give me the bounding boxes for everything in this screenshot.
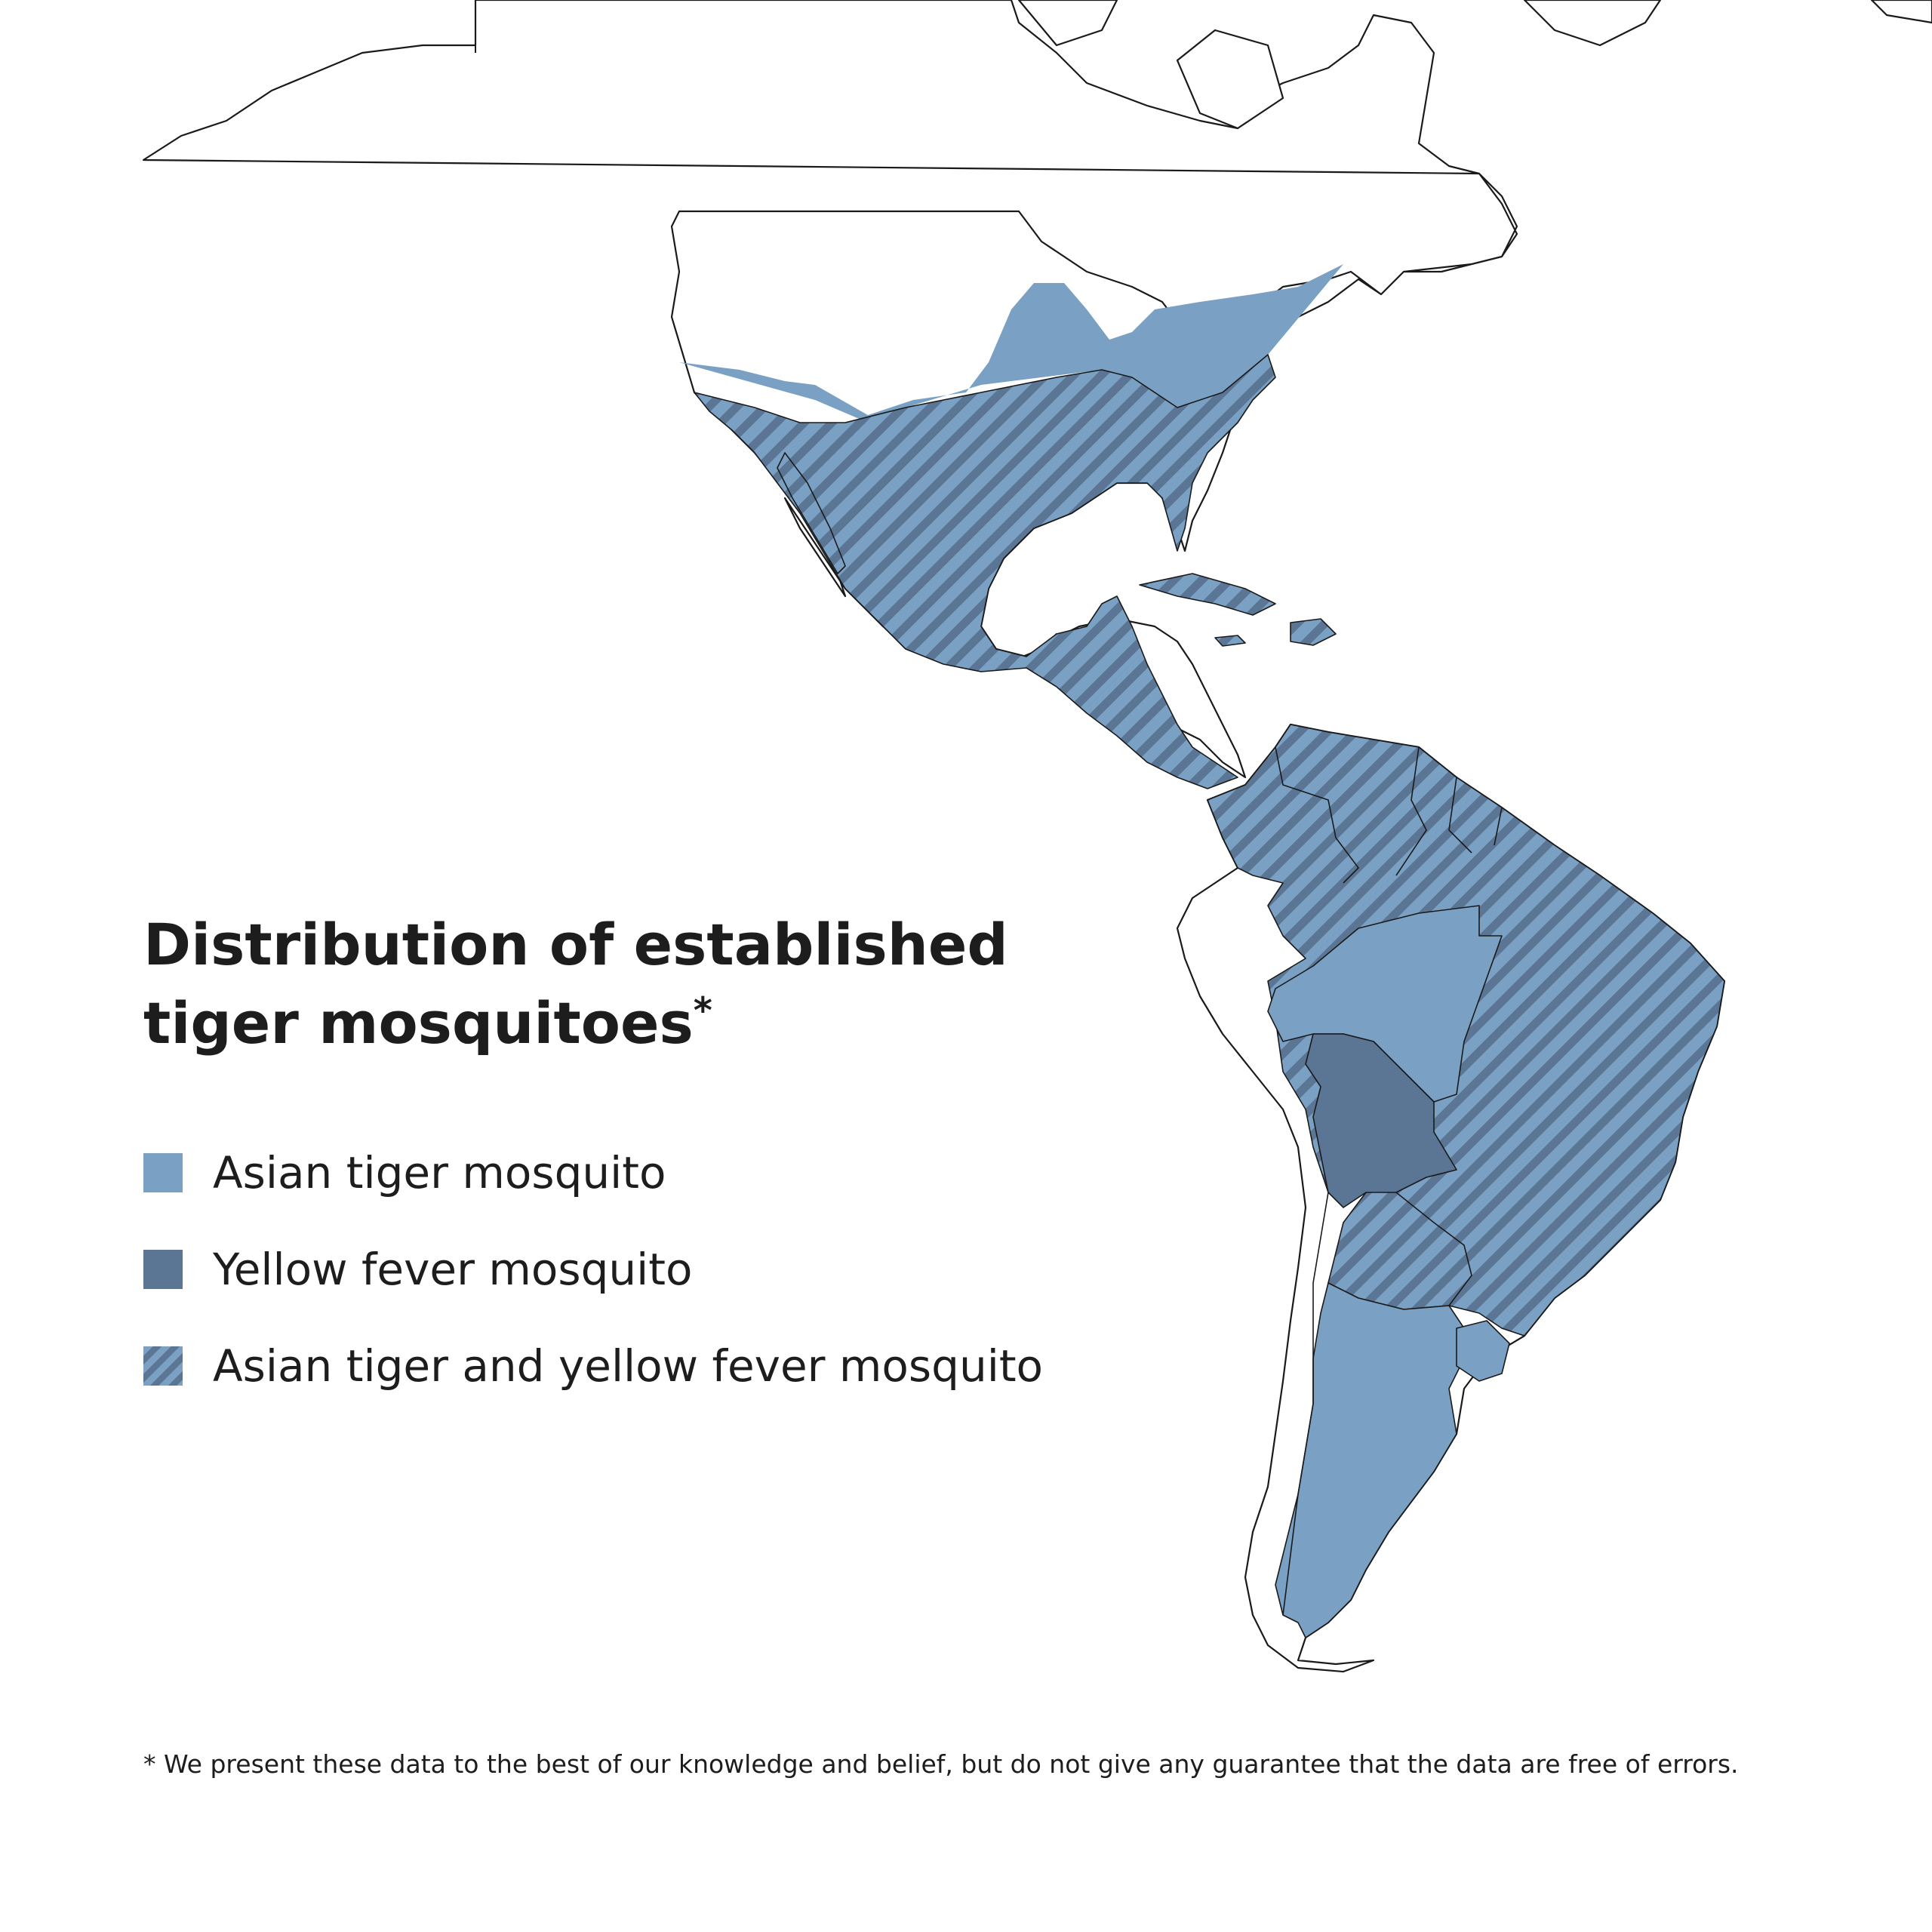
map-legend: Asian tiger mosquito Yellow fever mosqui…	[143, 1124, 1043, 1414]
map-title: Distribution of established tiger mosqui…	[143, 906, 1049, 1063]
footnote: * We present these data to the best of o…	[143, 1749, 1739, 1779]
jamaica-island	[1214, 635, 1246, 647]
uruguay-asian-tiger-region	[1456, 1320, 1510, 1382]
legend-item-both: Asian tiger and yellow fever mosquito	[143, 1318, 1043, 1414]
venezuela-guyana-border	[1395, 746, 1427, 876]
yellow-fever-swatch	[143, 1250, 183, 1289]
title-line-2: tiger mosquitoes	[143, 989, 694, 1057]
greenland-edge	[1523, 0, 1662, 47]
paraguay-border	[1395, 1192, 1472, 1306]
legend-label: Asian tiger and yellow fever mosquito	[213, 1340, 1044, 1392]
cuba-island	[1139, 573, 1276, 616]
legend-label: Yellow fever mosquito	[213, 1244, 693, 1295]
bolivia-yellow-fever-region	[1305, 1033, 1457, 1208]
guyana-suriname-border	[1448, 777, 1472, 854]
title-line-1: Distribution of established	[143, 911, 1008, 978]
usa-asian-tiger-region	[679, 264, 1343, 423]
hispaniola-island	[1290, 618, 1337, 646]
legend-item-yellow-fever: Yellow fever mosquito	[143, 1221, 1043, 1318]
usa-mexico-both-region	[694, 354, 1276, 789]
title-footnote-mark: *	[693, 989, 712, 1032]
both-species-swatch	[143, 1346, 183, 1386]
legend-item-asian-tiger: Asian tiger mosquito	[143, 1124, 1043, 1221]
north-america-landmass	[142, 0, 1518, 779]
asian-tiger-swatch	[143, 1153, 183, 1192]
iceland-edge	[1870, 0, 1932, 24]
baja-california	[777, 452, 846, 574]
arctic-coast	[1017, 0, 1118, 47]
colombia-venezuela-border	[1275, 746, 1360, 884]
legend-label: Asian tiger mosquito	[213, 1147, 666, 1198]
suriname-guiana-border	[1494, 807, 1503, 846]
hudson-bay	[1176, 29, 1284, 130]
chile-argentina-border	[1282, 1192, 1329, 1616]
